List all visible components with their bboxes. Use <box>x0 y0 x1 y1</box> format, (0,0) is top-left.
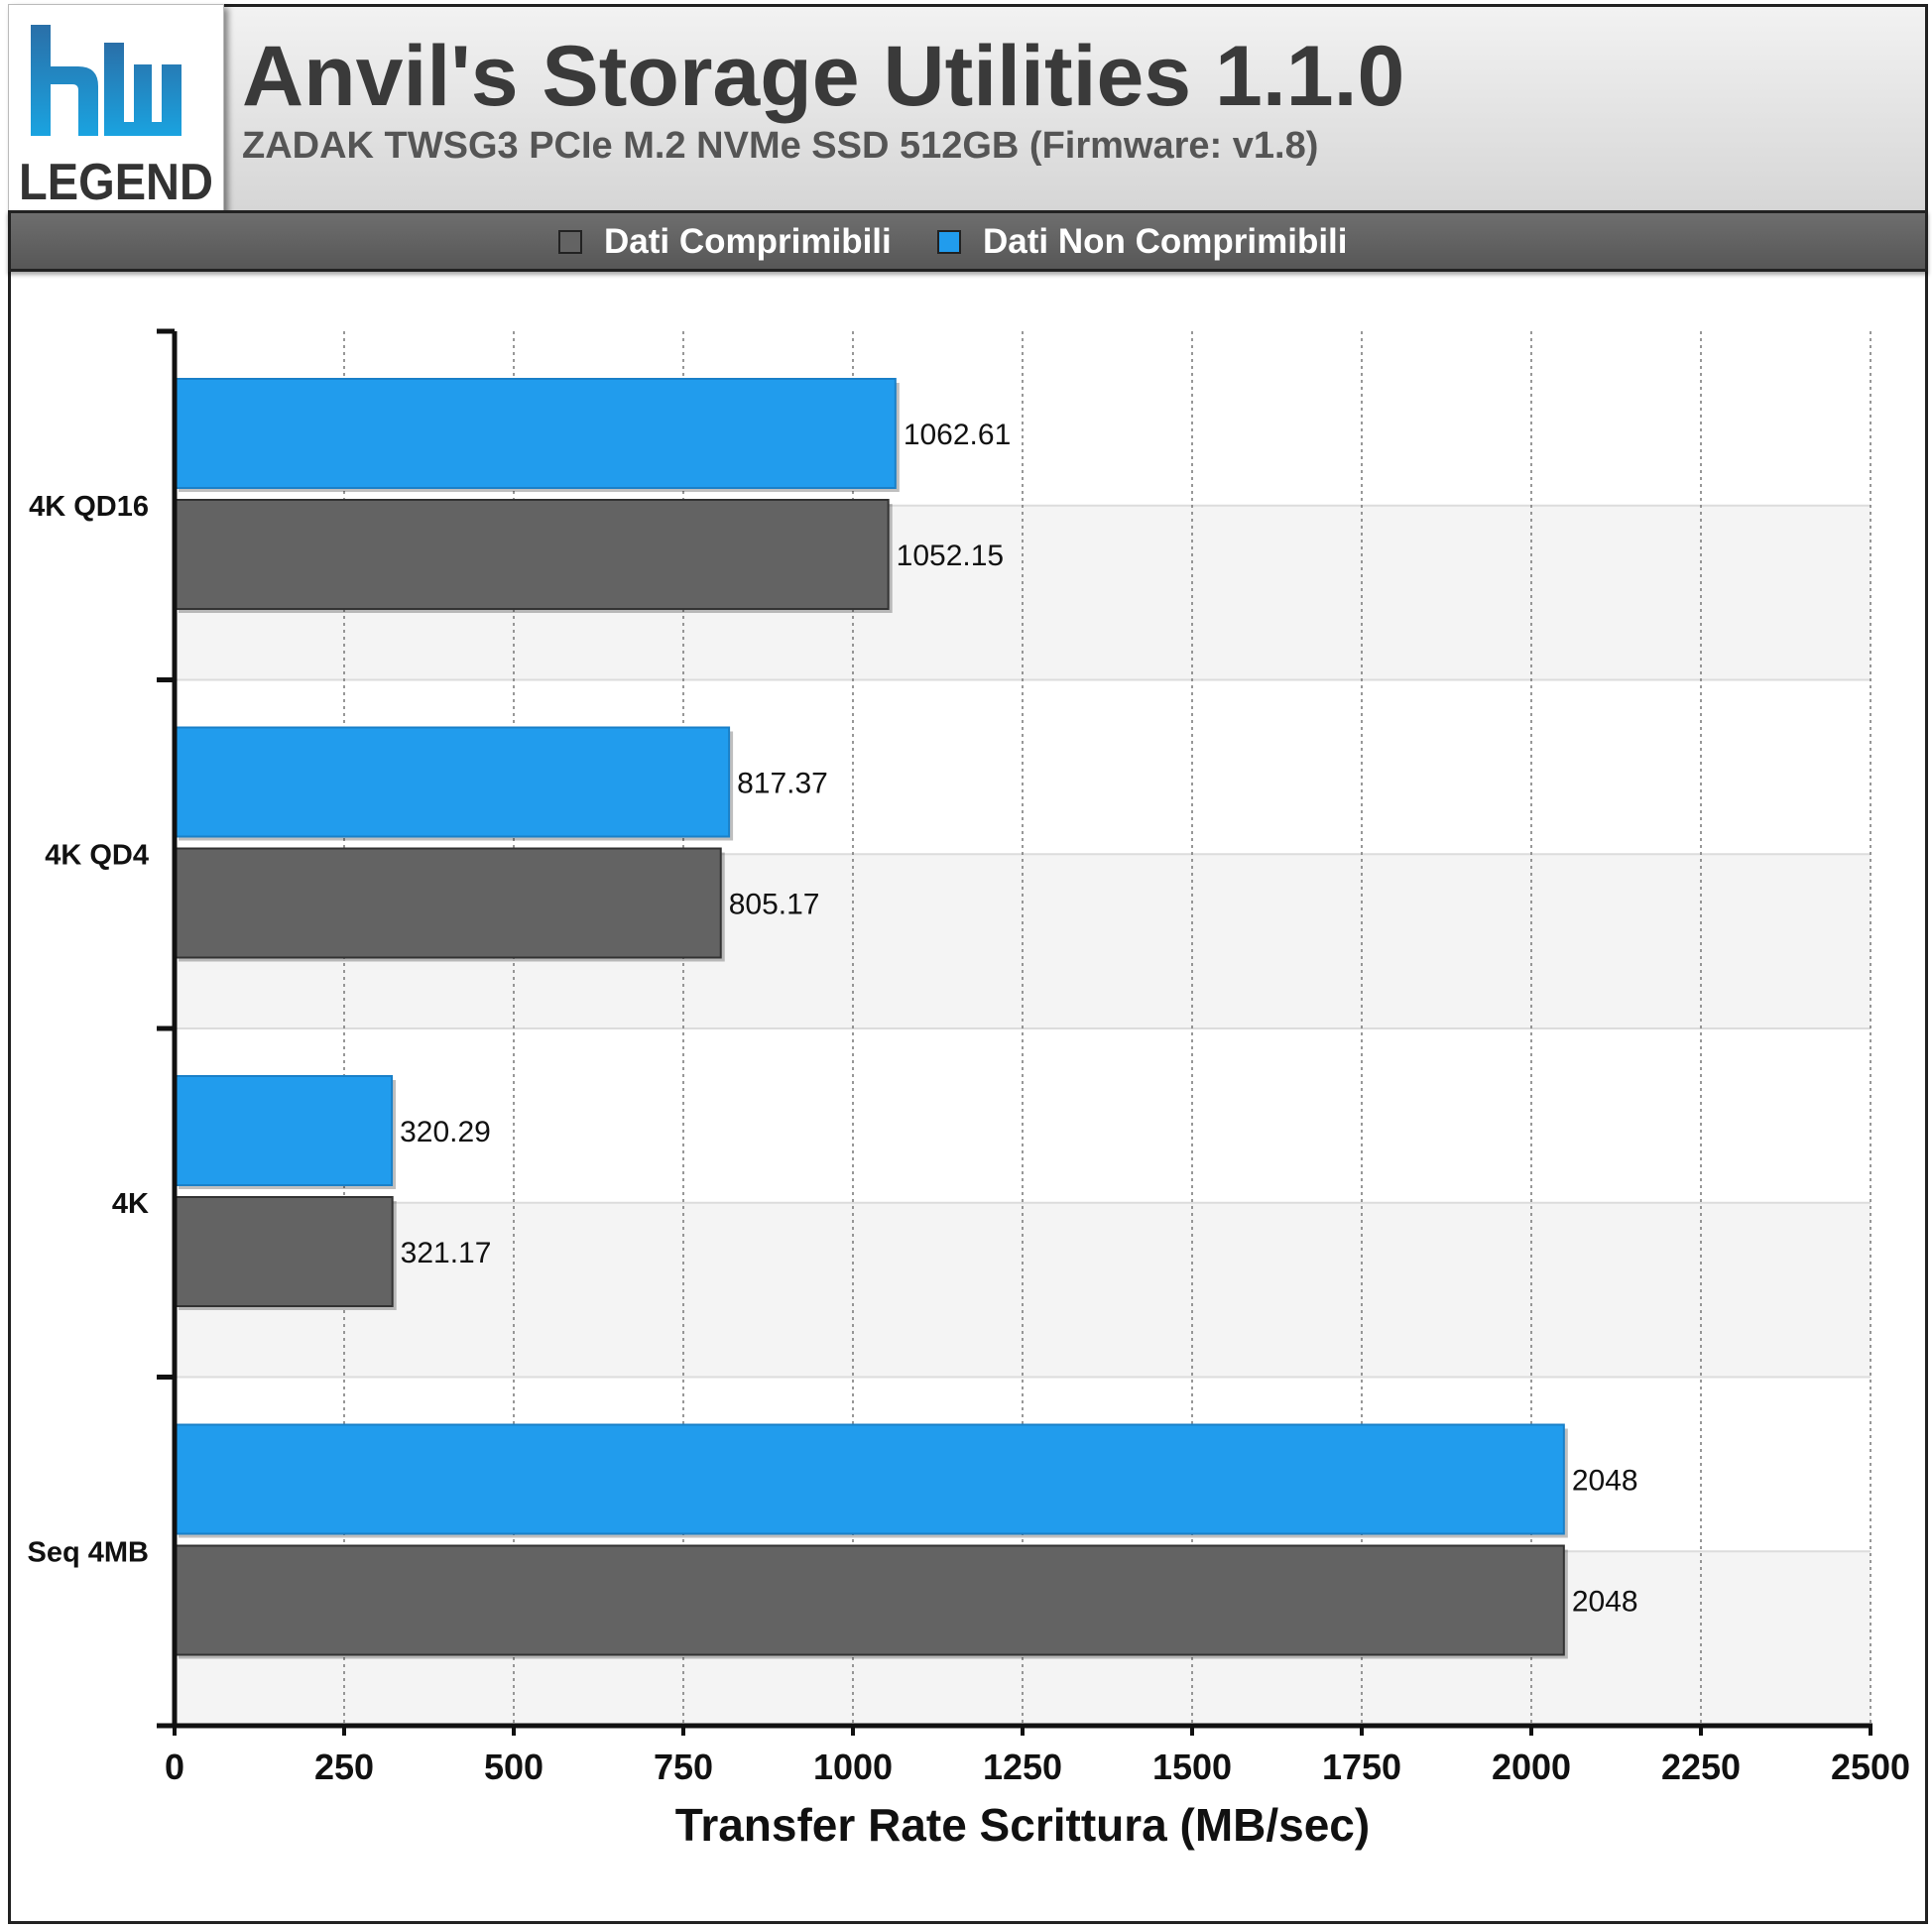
bar-incompressible <box>174 1423 1565 1535</box>
legend-label-incompressible: Dati Non Comprimibili <box>983 222 1348 261</box>
bar-compressible <box>174 499 890 610</box>
legend-label-compressible: Dati Comprimibili <box>604 222 892 261</box>
legend: Dati Comprimibili Dati Non Comprimibili <box>8 210 1928 272</box>
x-tick-label: 2250 <box>1661 1747 1741 1787</box>
x-tick-label: 2000 <box>1492 1747 1571 1787</box>
hwlegend-logo: LEGEND <box>8 4 224 220</box>
data-label: 805.17 <box>729 889 820 921</box>
data-label: 320.29 <box>400 1116 491 1148</box>
x-tick-label: 750 <box>654 1747 713 1787</box>
legend-item-incompressible: Dati Non Comprimibili <box>937 222 1348 261</box>
chart-subtitle: ZADAK TWSG3 PCIe M.2 NVMe SSD 512GB (Fir… <box>242 125 1319 167</box>
x-tick-label: 1500 <box>1152 1747 1232 1787</box>
data-label: 321.17 <box>401 1237 492 1269</box>
bar-compressible <box>174 1196 394 1307</box>
x-tick-label: 2500 <box>1831 1747 1910 1787</box>
x-tick-label: 500 <box>484 1747 543 1787</box>
legend-swatch-incompressible <box>937 230 961 254</box>
bar-incompressible <box>174 726 731 838</box>
x-tick-label: 1000 <box>813 1747 893 1787</box>
legend-item-compressible: Dati Comprimibili <box>558 222 892 261</box>
axes: 0 250 500 750 1000 1250 1500 1750 2000 2250 2500 4K… <box>28 328 1910 1787</box>
data-label: 817.37 <box>737 768 828 800</box>
data-label: 1052.15 <box>897 540 1004 572</box>
legend-swatch-compressible <box>558 230 582 254</box>
bar-incompressible <box>174 1075 394 1186</box>
x-tick-label: 250 <box>314 1747 374 1787</box>
bar-incompressible <box>174 378 897 489</box>
data-label: 2048 <box>1572 1465 1638 1498</box>
bar-compressible <box>174 1544 1565 1656</box>
category-label: Seq 4MB <box>28 1536 149 1568</box>
category-label: 4K <box>112 1188 149 1220</box>
bars: 1062.61 1052.15 817.37 805.17 320.29 321.17 20… <box>174 378 1638 1659</box>
category-label: 4K QD4 <box>45 839 149 871</box>
data-label: 1062.61 <box>904 419 1011 451</box>
logo-icon: LEGEND <box>19 25 213 211</box>
x-tick-label: 1250 <box>983 1747 1062 1787</box>
x-axis-title: Transfer Rate Scrittura (MB/sec) <box>675 1799 1370 1851</box>
chart-header <box>8 4 1928 210</box>
bar-compressible <box>174 847 722 959</box>
x-tick-label: 1750 <box>1322 1747 1401 1787</box>
data-label: 2048 <box>1572 1586 1638 1619</box>
chart-title: Anvil's Storage Utilities 1.1.0 <box>242 29 1405 124</box>
category-label: 4K QD16 <box>29 491 149 523</box>
logo-text: LEGEND <box>19 154 213 211</box>
x-tick-label: 0 <box>165 1747 184 1787</box>
